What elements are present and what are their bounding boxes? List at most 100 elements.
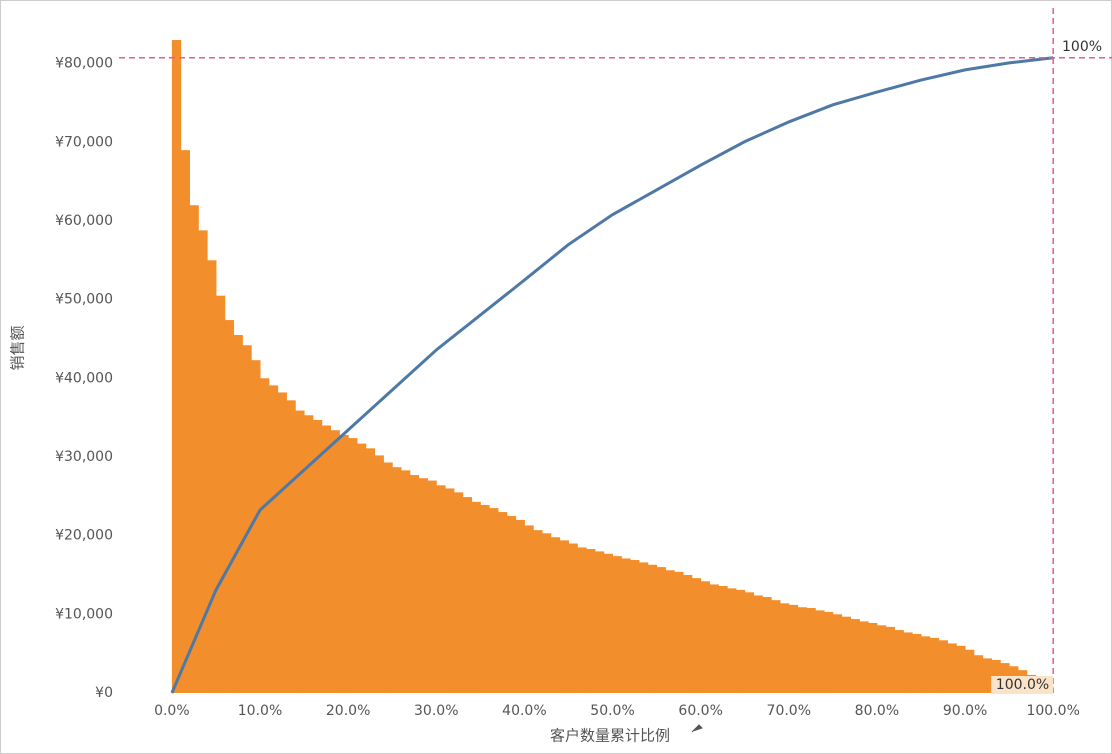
- bar: [982, 658, 992, 693]
- reference-label: 100.0%: [996, 677, 1049, 693]
- bar: [542, 533, 552, 693]
- y-tick-label: ¥50,000: [55, 292, 113, 308]
- bar: [621, 558, 631, 693]
- y-tick-label: ¥20,000: [55, 528, 113, 544]
- bar: [973, 655, 984, 693]
- bar: [797, 607, 807, 693]
- y-tick-label: ¥40,000: [55, 370, 113, 386]
- bar: [709, 584, 719, 693]
- bar: [815, 610, 825, 693]
- bar: [533, 530, 543, 693]
- bar: [859, 621, 869, 693]
- bar: [409, 475, 420, 693]
- x-tick-label: 60.0%: [678, 703, 722, 719]
- bar: [850, 619, 860, 693]
- bar: [594, 551, 605, 693]
- bar: [268, 385, 279, 693]
- y-tick-label: ¥60,000: [55, 213, 113, 229]
- bar: [612, 556, 622, 693]
- bar: [656, 567, 666, 693]
- bar: [841, 616, 851, 693]
- bar: [207, 260, 217, 693]
- bar: [445, 488, 455, 693]
- x-tick-label: 0.0%: [154, 703, 190, 719]
- bar: [947, 643, 957, 693]
- bar: [171, 40, 182, 693]
- bar: [832, 614, 843, 693]
- bar: [233, 335, 243, 693]
- bar: [515, 519, 525, 693]
- bar: [312, 419, 323, 693]
- bar: [779, 603, 790, 693]
- bar: [339, 434, 349, 693]
- bar: [242, 345, 252, 693]
- bar: [215, 295, 226, 693]
- bar: [894, 630, 904, 693]
- bar: [365, 448, 376, 693]
- bar: [277, 392, 287, 693]
- bar: [568, 543, 578, 693]
- bar: [700, 581, 710, 693]
- bar: [189, 205, 199, 694]
- bar: [356, 443, 367, 693]
- bar: [471, 501, 481, 693]
- x-tick-label: 70.0%: [767, 703, 811, 719]
- bar: [489, 508, 499, 693]
- bar: [665, 570, 675, 693]
- bar: [224, 320, 235, 693]
- bar: [630, 560, 640, 693]
- x-tick-label: 30.0%: [414, 703, 458, 719]
- bar: [180, 150, 191, 693]
- bar: [718, 586, 728, 693]
- bar: [753, 595, 763, 693]
- bar: [674, 571, 684, 693]
- bar: [868, 622, 878, 693]
- reference-label: 100%: [1062, 39, 1102, 55]
- pin-icon: [691, 724, 703, 733]
- bar: [647, 564, 658, 693]
- bar: [744, 592, 755, 693]
- y-tick-label: ¥80,000: [55, 56, 113, 72]
- bar: [453, 492, 464, 693]
- bar: [912, 633, 922, 693]
- bar: [383, 462, 393, 693]
- y-tick-label: ¥30,000: [55, 449, 113, 465]
- bar: [374, 455, 384, 693]
- bar: [806, 608, 816, 693]
- bar: [436, 485, 446, 693]
- bar: [497, 512, 508, 693]
- cumulative-line: [170, 56, 1054, 694]
- x-tick-label: 10.0%: [238, 703, 282, 719]
- reference-label-box: [991, 676, 1054, 694]
- bar: [938, 640, 948, 693]
- x-tick-label: 100.0%: [1026, 703, 1079, 719]
- y-tick-label: ¥70,000: [55, 134, 113, 150]
- bar: [330, 430, 340, 693]
- bar: [577, 547, 587, 693]
- bar: [771, 600, 781, 693]
- bar: [401, 470, 411, 693]
- bar: [638, 562, 649, 693]
- bar: [876, 625, 887, 693]
- bar: [392, 467, 402, 693]
- x-tick-label: 40.0%: [502, 703, 546, 719]
- bar: [788, 604, 799, 693]
- bar: [304, 415, 314, 693]
- bar: [824, 611, 834, 693]
- bar: [920, 636, 931, 693]
- y-tick-label: ¥0: [95, 685, 113, 701]
- bar: [550, 537, 561, 693]
- bar: [251, 360, 261, 693]
- x-axis-label: 客户数量累计比例: [550, 727, 670, 745]
- y-tick-label: ¥10,000: [55, 606, 113, 622]
- bar: [603, 553, 614, 693]
- x-tick-label: 90.0%: [943, 703, 987, 719]
- bar: [418, 478, 428, 693]
- bar: [885, 626, 896, 693]
- bar: [956, 645, 966, 693]
- bar: [586, 549, 596, 693]
- bar: [524, 525, 534, 693]
- bar: [427, 480, 437, 693]
- bar: [295, 410, 305, 693]
- bar: [321, 425, 332, 693]
